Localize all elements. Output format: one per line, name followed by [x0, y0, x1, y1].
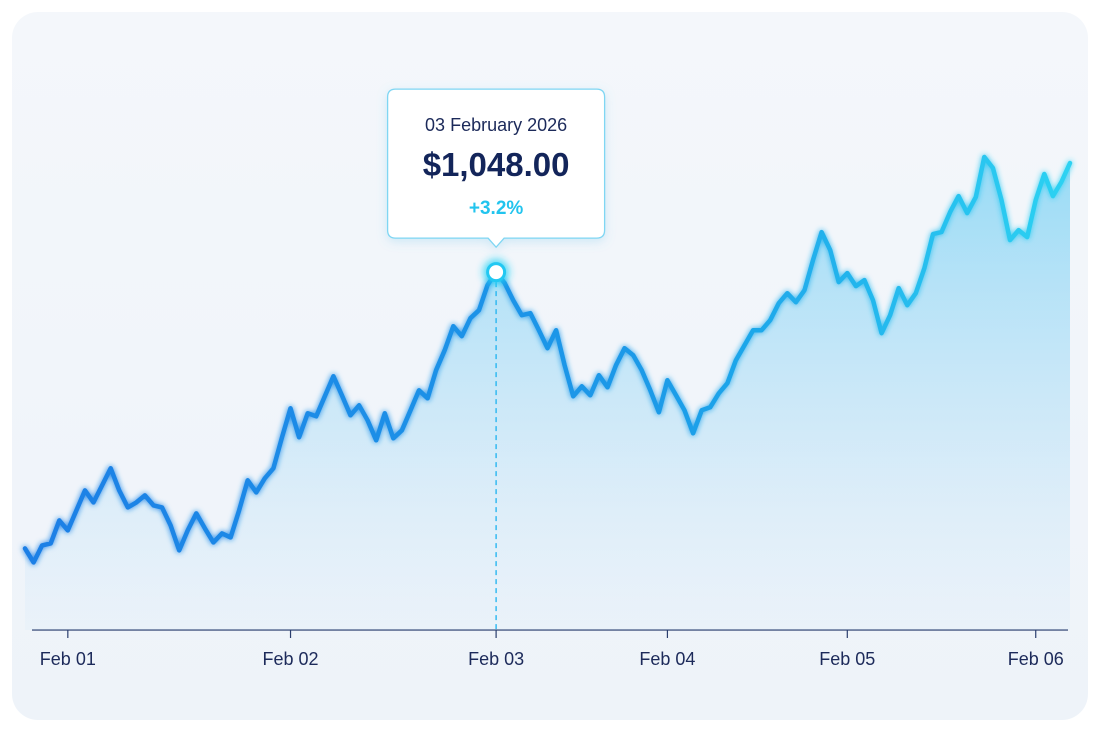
- x-tick-label: Feb 05: [819, 649, 875, 669]
- tooltip-box: [386, 88, 606, 249]
- x-tick-label: Feb 06: [1008, 649, 1064, 669]
- tooltip-value: $1,048.00: [423, 146, 570, 183]
- price-line: [22, 154, 1073, 565]
- x-tick-label: Feb 03: [468, 649, 524, 669]
- tooltip-change: +3.2%: [469, 198, 524, 219]
- plot-area: Feb 01 Feb 02 Feb 03 Feb 04 Feb 05 Feb 06: [22, 154, 1073, 669]
- tooltip-layer: 03 February 2026 $1,048.00 +3.2%: [386, 88, 606, 630]
- tooltip-date: 03 February 2026: [425, 115, 567, 135]
- x-tick-label: Feb 02: [263, 649, 319, 669]
- x-tick-label: Feb 01: [40, 649, 96, 669]
- x-tick-label: Feb 04: [639, 649, 695, 669]
- highlight-point: [486, 262, 507, 283]
